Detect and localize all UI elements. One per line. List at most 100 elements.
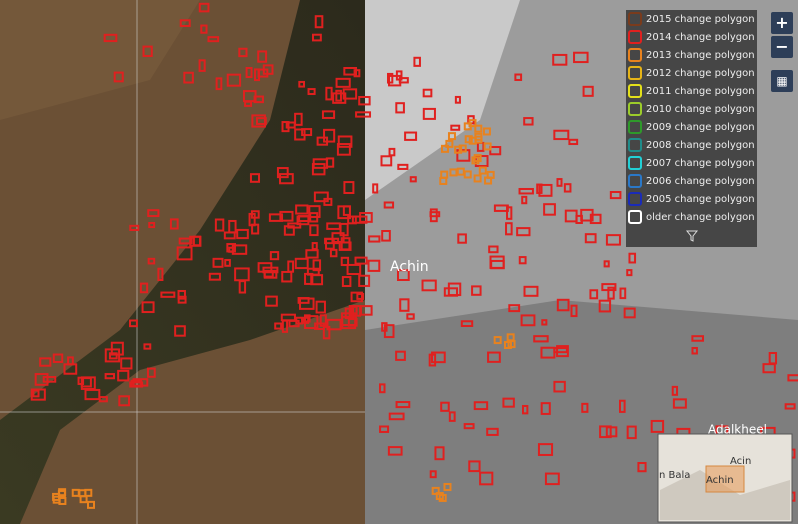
change-polygon xyxy=(570,304,578,318)
change-polygon xyxy=(174,325,186,337)
change-polygon xyxy=(338,241,352,251)
change-polygon xyxy=(108,352,118,360)
change-polygon xyxy=(177,289,186,300)
change-polygon xyxy=(448,411,456,422)
change-polygon xyxy=(544,472,560,486)
legend-swatch xyxy=(628,12,642,26)
legend-panel xyxy=(626,10,757,247)
legend-swatch xyxy=(628,138,642,152)
zoom-out-button[interactable]: − xyxy=(771,36,793,58)
change-polygon xyxy=(312,259,322,272)
change-polygon xyxy=(460,320,474,327)
change-polygon xyxy=(157,267,164,282)
change-polygon xyxy=(303,315,319,330)
legend-label: 2007 change polygon xyxy=(646,158,755,169)
change-polygon xyxy=(251,223,260,235)
legend-label: older change polygon xyxy=(646,212,755,223)
change-polygon xyxy=(326,318,342,331)
zoom-in-button[interactable]: + xyxy=(771,12,793,34)
change-polygon xyxy=(224,258,231,267)
change-polygon xyxy=(626,425,637,440)
place-label: Adalkheel xyxy=(708,423,767,437)
legend-label: 2013 change polygon xyxy=(646,50,755,61)
change-polygon xyxy=(443,483,452,492)
change-polygon xyxy=(236,228,249,240)
change-polygon xyxy=(518,256,527,265)
change-polygon xyxy=(637,462,647,473)
change-polygon xyxy=(104,373,116,380)
change-polygon xyxy=(473,174,482,183)
change-polygon xyxy=(431,351,446,364)
change-polygon xyxy=(118,395,131,407)
filter-icon[interactable] xyxy=(685,230,699,242)
change-polygon xyxy=(471,285,482,296)
legend-swatch xyxy=(628,210,642,224)
change-polygon xyxy=(298,80,305,88)
change-polygon xyxy=(234,267,250,282)
change-polygon xyxy=(129,319,138,328)
change-polygon xyxy=(506,333,515,342)
change-polygon xyxy=(486,170,495,179)
change-polygon xyxy=(52,492,61,501)
change-polygon xyxy=(323,128,336,143)
change-polygon xyxy=(265,295,278,307)
change-polygon xyxy=(388,74,402,87)
change-polygon xyxy=(39,357,52,367)
minimap-relief xyxy=(660,470,790,520)
change-polygon xyxy=(351,215,368,224)
change-polygon xyxy=(508,304,521,313)
change-polygon xyxy=(294,112,303,126)
legend-swatch xyxy=(628,102,642,116)
legend-swatch xyxy=(628,84,642,98)
change-polygon xyxy=(502,397,515,408)
change-polygon xyxy=(146,367,156,378)
change-polygon xyxy=(276,167,289,179)
change-polygon xyxy=(450,124,461,131)
change-polygon xyxy=(244,100,253,107)
change-polygon xyxy=(523,285,539,297)
change-polygon xyxy=(268,213,284,222)
change-polygon xyxy=(421,279,437,292)
change-polygon xyxy=(479,471,494,486)
change-polygon xyxy=(505,222,513,236)
change-polygon xyxy=(343,181,355,195)
change-polygon xyxy=(104,348,121,363)
change-polygon xyxy=(429,470,437,479)
change-polygon xyxy=(520,314,536,327)
change-polygon xyxy=(628,252,637,264)
change-polygon xyxy=(556,345,569,358)
change-polygon xyxy=(568,138,579,146)
change-polygons xyxy=(30,2,798,509)
change-polygon xyxy=(311,33,322,42)
legend-swatch xyxy=(628,156,642,170)
layers-button[interactable]: ▦ xyxy=(771,70,793,92)
change-polygon xyxy=(395,350,406,361)
legend-label: 2010 change polygon xyxy=(646,104,755,115)
change-polygon xyxy=(354,256,368,265)
change-polygon xyxy=(84,388,101,401)
change-polygon xyxy=(367,259,381,272)
change-polygon xyxy=(207,36,220,43)
change-polygon xyxy=(311,242,318,251)
change-polygon xyxy=(456,167,465,176)
change-polygon xyxy=(523,117,534,126)
change-polygon xyxy=(506,206,513,220)
change-polygon xyxy=(283,225,295,236)
change-polygon xyxy=(295,204,309,215)
change-polygon xyxy=(443,287,459,297)
valley xyxy=(0,0,365,524)
change-polygon xyxy=(305,249,319,259)
change-polygon xyxy=(440,401,450,412)
change-polygon xyxy=(458,144,467,153)
change-polygon xyxy=(404,131,418,141)
change-polygon xyxy=(52,353,64,363)
change-polygon xyxy=(294,257,309,270)
change-polygon xyxy=(343,66,358,76)
change-polygon xyxy=(422,88,433,98)
change-polygon xyxy=(183,71,194,84)
change-polygon xyxy=(487,351,501,363)
change-polygon xyxy=(176,246,193,261)
change-polygon xyxy=(309,224,319,237)
legend-swatch xyxy=(628,120,642,134)
